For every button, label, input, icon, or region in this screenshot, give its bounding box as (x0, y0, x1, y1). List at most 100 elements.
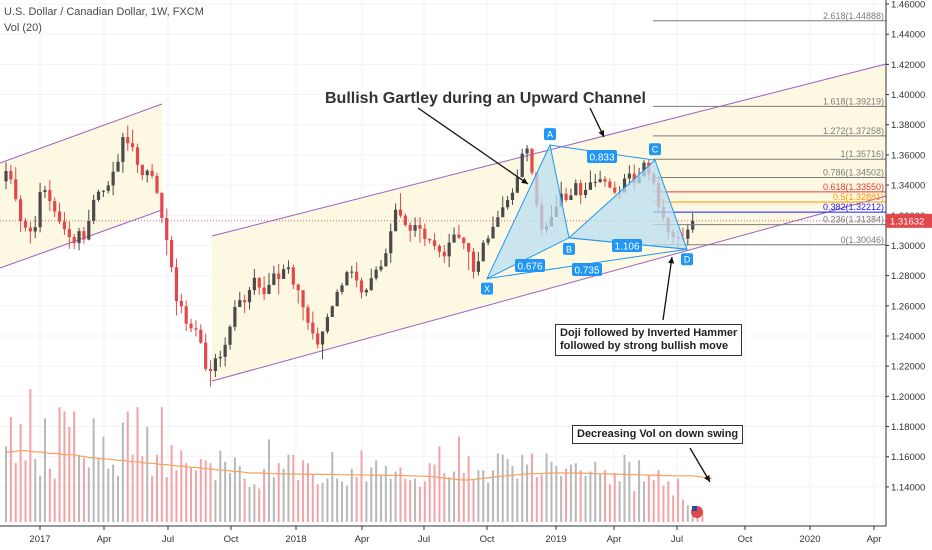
time-tick-label: Oct (738, 534, 753, 545)
current-price-tag (886, 213, 932, 228)
candle-body (87, 221, 91, 240)
volume-bar (219, 450, 222, 522)
gartley-ratio-label: 0.735 (574, 266, 599, 277)
volume-bar (233, 457, 236, 522)
price-tick-label: 1.40000 (891, 90, 925, 101)
volume-bar (677, 478, 680, 522)
candle-body (491, 226, 495, 239)
volume-bar (155, 454, 158, 522)
volume-bar (326, 478, 329, 522)
volume-bar (404, 478, 407, 522)
candle-body (169, 240, 174, 268)
symbol-title: U.S. Dollar / Canadian Dollar, 1W, FXCM (4, 6, 204, 18)
volume-bar (277, 463, 280, 522)
time-tick-label: Apr (97, 534, 112, 545)
candle-body (418, 225, 422, 229)
price-tick-label: 1.24000 (891, 332, 925, 343)
volume-bar (302, 460, 305, 522)
candle-body (496, 217, 500, 227)
volume-bar (78, 454, 81, 522)
candle-body (213, 358, 218, 372)
candle-body (330, 306, 334, 317)
volume-bar (394, 471, 397, 522)
candle-body (160, 192, 164, 218)
annotations: Bullish Gartley during an Upward Channel (325, 90, 711, 518)
volume-bar (102, 436, 105, 522)
volume-bar (584, 475, 587, 522)
candle-body (593, 181, 597, 183)
volume-bar (263, 468, 266, 522)
candle-body (686, 229, 690, 239)
volume-bar (224, 461, 227, 522)
volume-bar (214, 480, 217, 522)
candle-body (501, 207, 505, 218)
candle-body (291, 267, 295, 285)
volume-bar (287, 454, 290, 522)
fib-level-label: 0.382(1.32212) (823, 202, 884, 212)
gartley-point-badge (649, 143, 661, 156)
volume-indicator-label: Vol (20) (4, 22, 42, 34)
volume-bar (589, 471, 592, 522)
candle-body (92, 199, 96, 222)
time-tick-label: 2019 (545, 534, 566, 545)
volume-bar (331, 452, 334, 522)
volume-bar (39, 475, 42, 522)
volume-bar (443, 473, 446, 522)
volume-bar (87, 467, 90, 522)
candle-body (189, 323, 193, 329)
price-channels (0, 63, 887, 382)
volume-bar (623, 454, 626, 522)
volume-bar (579, 470, 582, 522)
volume-bar (604, 470, 607, 522)
volume-bar (608, 484, 611, 522)
candle-body (320, 331, 325, 345)
volume-bar (117, 475, 120, 522)
volume-annotation-box: Decreasing Vol on down swing (572, 425, 744, 444)
candle-body (622, 178, 627, 193)
volume-bar (107, 468, 110, 522)
price-tick-label: 1.20000 (891, 392, 925, 403)
volume-bar (258, 488, 261, 522)
volume-bar (681, 499, 684, 522)
gartley-point-badge (544, 128, 556, 141)
volume-bar (194, 470, 197, 522)
volume-bar (506, 459, 509, 522)
candle-body (355, 271, 359, 281)
fib-level-label: 0.618(1.33550) (823, 182, 884, 192)
volume-bar (63, 411, 66, 522)
candle-body (48, 190, 52, 202)
volume-bar (199, 459, 202, 522)
gartley-ratio-badge (572, 263, 602, 276)
candle-body (608, 181, 612, 188)
doji-annotation-line1: Doji followed by Inverted Hammer (560, 327, 738, 339)
candle-body (398, 209, 403, 216)
volume-bar (418, 487, 421, 522)
candle-body (131, 143, 135, 148)
volume-bar (68, 426, 71, 522)
candle-body (476, 261, 480, 272)
volume-bar (29, 389, 32, 522)
time-tick-label: Jul (418, 534, 430, 545)
candle-body (588, 182, 592, 190)
gartley-ratio-label: 0.833 (589, 153, 614, 164)
volume-bar (229, 473, 232, 522)
candle-body (121, 137, 125, 162)
fib-level-label: 1.618(1.39219) (823, 96, 884, 106)
volume-bar (151, 475, 154, 522)
volume-bar (569, 464, 572, 522)
volume-bar (58, 407, 61, 522)
volume-bar (146, 426, 149, 522)
candle-body (4, 171, 8, 182)
volume-bar (321, 482, 324, 522)
candle-body (238, 300, 242, 308)
gartley-point-label: C (652, 145, 659, 155)
volume-arrow-head (704, 475, 710, 482)
candle-body (335, 291, 339, 307)
volume-bar (467, 456, 470, 522)
volume-bar (647, 474, 650, 522)
volume-bar (48, 468, 51, 522)
candle-body (340, 285, 344, 292)
volume-bar (657, 470, 660, 522)
gartley-point-badge (481, 282, 493, 295)
